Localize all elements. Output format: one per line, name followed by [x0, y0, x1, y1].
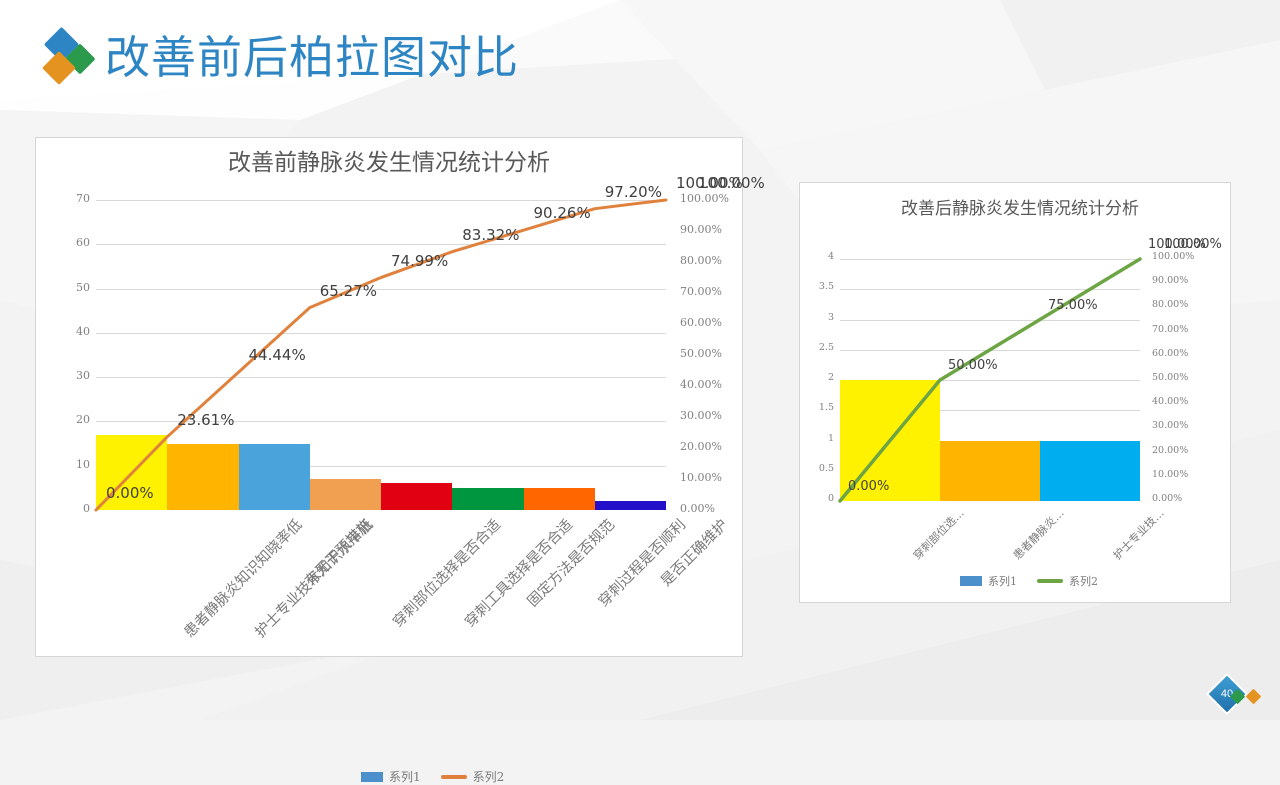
y-axis-right-tick: 70.00%	[680, 285, 722, 298]
chart-title-after: 改善后静脉炎发生情况统计分析	[901, 199, 1139, 219]
chart-panel-after[interactable]: 改善后静脉炎发生情况统计分析 0 0.5 1 1.5 2 2.5 3 3.5 4 0.00% 10.…	[799, 182, 1231, 603]
data-label: 65.27%	[319, 281, 377, 300]
gridline	[96, 288, 666, 290]
y-axis-right-tick: 10.00%	[680, 471, 722, 484]
y-axis-left-tick: 0	[827, 493, 834, 504]
y-axis-right-tick: 40.00%	[1152, 396, 1189, 408]
y-axis-right-tick: 50.00%	[680, 347, 722, 360]
bar	[594, 501, 666, 510]
chart-title-before: 改善前静脉炎发生情况统计分析	[228, 150, 550, 176]
x-axis-category-label: 护士专业技…	[1110, 506, 1167, 563]
gridline	[96, 332, 666, 334]
gridline	[840, 259, 1140, 260]
y-axis-left-tick: 0	[83, 502, 90, 515]
bar	[238, 443, 310, 510]
y-axis-left-tick: 10	[76, 457, 90, 471]
y-axis-right-tick: 100.00%	[680, 192, 729, 205]
bar	[309, 479, 381, 510]
y-axis-left-tick: 0.5	[818, 462, 834, 474]
data-label: 50.00%	[948, 358, 998, 373]
data-label: 100.00%	[1148, 237, 1206, 252]
legend-swatch-series1	[960, 576, 982, 586]
legend-label-series2: 系列2	[472, 770, 505, 784]
gridline	[840, 349, 1140, 351]
gridline	[96, 244, 666, 246]
legend-label-series1: 系列1	[988, 575, 1017, 588]
data-label-duplicate: 100.00%	[698, 174, 765, 192]
data-label: 75.00%	[1048, 297, 1098, 313]
x-axis-category-label: 有无干预措施	[302, 516, 376, 590]
cumulative-line	[94, 198, 668, 512]
legend-linemark-series2	[1037, 579, 1063, 583]
data-label: 90.26%	[533, 204, 591, 223]
chart-panel-before[interactable]: 改善前静脉炎发生情况统计分析 0 10 20 30 40 50 60 70 0.00% 10.00…	[35, 137, 765, 784]
y-axis-right-tick: 90.00%	[1152, 275, 1189, 287]
data-label: 83.32%	[462, 225, 520, 244]
y-axis-left-tick: 2.5	[818, 341, 834, 353]
y-axis-left-tick: 50	[76, 280, 90, 294]
y-axis-left-tick: 1.5	[818, 402, 834, 414]
y-axis-right-tick: 80.00%	[680, 254, 722, 267]
y-axis-right-tick: 100.00%	[1152, 251, 1195, 262]
data-label: 23.61%	[177, 410, 235, 429]
gridline	[96, 377, 666, 379]
gridline	[96, 200, 666, 201]
data-label: 44.44%	[248, 346, 306, 365]
bar	[1040, 440, 1140, 501]
y-axis-left-tick: 4	[827, 251, 834, 262]
data-label: 0.00%	[848, 479, 890, 494]
y-axis-right-tick: 60.00%	[1152, 347, 1189, 359]
x-axis-category-label: 患者静脉炎…	[1010, 506, 1067, 563]
y-axis-left-tick: 3.5	[818, 281, 834, 293]
legend-after: 系列1 系列2	[960, 573, 1098, 589]
data-label: 97.20%	[604, 182, 662, 201]
y-axis-right-tick: 60.00%	[680, 316, 722, 329]
y-axis-right-tick: 30.00%	[680, 409, 722, 422]
y-axis-left-tick: 60	[76, 236, 90, 250]
gridline	[840, 289, 1140, 291]
legend-label-series2: 系列2	[1069, 575, 1098, 588]
y-axis-left-tick: 2	[827, 372, 834, 383]
bar	[940, 440, 1040, 501]
page-title: 改善前后柏拉图对比	[105, 30, 520, 84]
y-axis-right-tick: 80.00%	[1152, 299, 1189, 311]
title-diamond-cluster	[42, 26, 97, 86]
plot-area-before: 0 10 20 30 40 50 60 70 0.00% 10.00% 20.00% 30.00% 40…	[36, 174, 765, 658]
legend-swatch-series1	[361, 771, 383, 782]
data-label: 74.99%	[391, 251, 449, 270]
legend-label-series1: 系列1	[389, 770, 421, 784]
y-axis-right-tick: 40.00%	[680, 378, 722, 391]
y-axis-right-tick: 20.00%	[680, 440, 722, 453]
y-axis-right-tick: 70.00%	[1152, 323, 1189, 335]
y-axis-right-tick: 20.00%	[1152, 444, 1189, 456]
bar	[167, 443, 239, 510]
y-axis-left-tick: 40	[76, 324, 90, 338]
data-label-duplicate: 100.00%	[1164, 237, 1222, 252]
y-axis-left-tick: 1	[827, 432, 834, 444]
x-axis-category-label: 穿刺部位选…	[910, 506, 967, 563]
y-axis-left-tick: 70	[76, 192, 90, 205]
y-axis-right-tick: 90.00%	[680, 223, 722, 236]
legend-linemark-series2	[440, 774, 467, 779]
legend-before: 系列1 系列2	[361, 768, 504, 785]
y-axis-left-tick: 30	[76, 369, 90, 383]
bar	[381, 483, 453, 510]
y-axis-right-tick: 30.00%	[1152, 420, 1189, 432]
data-label: 0.00%	[106, 484, 154, 502]
bar	[523, 487, 595, 510]
y-axis-right-tick: 0.00%	[680, 502, 715, 515]
y-axis-left-tick: 3	[827, 311, 834, 323]
y-axis-left-tick: 20	[76, 413, 90, 427]
y-axis-right-tick: 50.00%	[1152, 372, 1189, 383]
data-label: 100.00%	[676, 174, 743, 192]
x-axis-category-label: 患者静脉炎知识知晓率低	[181, 516, 306, 641]
y-axis-right-tick: 10.00%	[1152, 468, 1189, 480]
y-axis-right-tick: 0.00%	[1152, 493, 1183, 504]
bar	[452, 487, 524, 510]
slide-title-row: 改善前后柏拉图对比	[42, 26, 520, 86]
gridline	[840, 319, 1140, 321]
plot-area-after: 0 0.5 1 1.5 2 2.5 3 3.5 4 0.00% 10.00% 20.00% 30.00%…	[800, 237, 1232, 604]
